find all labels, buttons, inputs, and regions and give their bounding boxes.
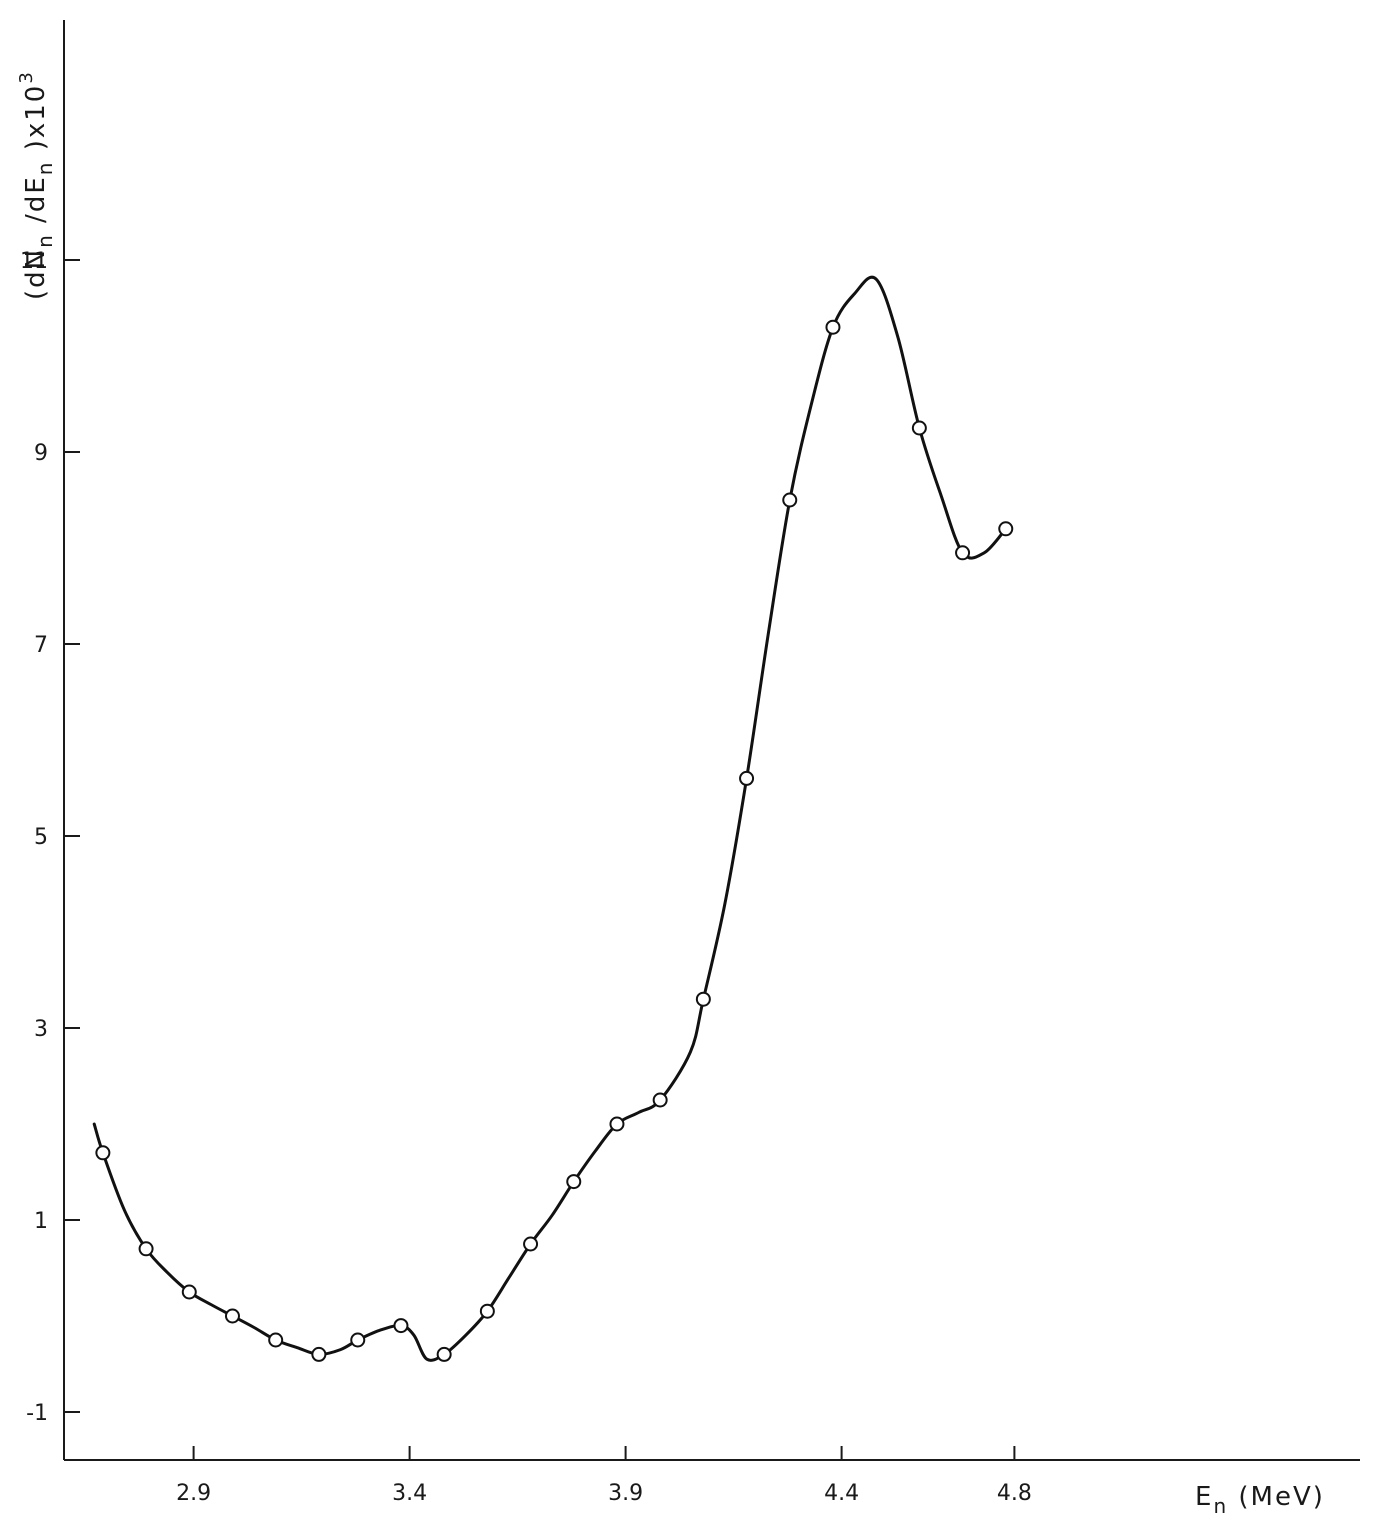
data-point xyxy=(609,1116,625,1132)
data-point xyxy=(955,545,971,561)
y-axis-title-part3: )x10 xyxy=(21,84,51,161)
data-point xyxy=(393,1318,409,1334)
data-point xyxy=(652,1092,668,1108)
data-point xyxy=(782,492,798,508)
y-axis-title-part1: (dN xyxy=(21,248,51,300)
y-ticks: -1 1 3 5 7 9 11 xyxy=(20,249,80,1426)
data-point xyxy=(523,1236,539,1252)
data-point xyxy=(95,1145,111,1161)
y-axis-title-part2: /dE xyxy=(21,175,51,233)
y-tick-label: 3 xyxy=(34,1017,48,1042)
data-point xyxy=(436,1346,452,1362)
x-tick-label: 3.9 xyxy=(608,1481,643,1506)
y-axis-title-sub2: n xyxy=(33,161,57,176)
data-point xyxy=(911,420,927,436)
y-tick-label: 9 xyxy=(34,441,48,466)
data-markers xyxy=(95,319,1014,1362)
data-point xyxy=(268,1332,284,1348)
series-curve xyxy=(92,275,1008,1362)
x-axis-title-main: E xyxy=(1195,1482,1213,1512)
data-point xyxy=(566,1174,582,1190)
x-tick-label: 2.9 xyxy=(176,1481,211,1506)
x-axis-title: En (MeV) xyxy=(1195,1482,1325,1518)
y-axis-title: (dNn /dEn )x103 xyxy=(16,70,57,300)
y-tick-label: 7 xyxy=(34,633,48,658)
x-axis-title-sub: n xyxy=(1213,1494,1228,1518)
y-axis-title-sup: 3 xyxy=(16,70,37,83)
x-tick-label: 4.8 xyxy=(997,1481,1032,1506)
y-axis-title-sub1: n xyxy=(33,233,57,248)
x-tick-label: 4.4 xyxy=(824,1481,859,1506)
data-point xyxy=(825,319,841,335)
y-tick-label: 1 xyxy=(34,1209,48,1234)
data-curves xyxy=(92,275,1008,1362)
y-tick-label: 5 xyxy=(34,825,48,850)
data-point xyxy=(181,1284,197,1300)
y-tick-label: 11 xyxy=(20,249,48,274)
x-ticks: 2.9 3.4 3.9 4.4 4.8 xyxy=(176,1446,1032,1506)
data-point xyxy=(739,770,755,786)
x-tick-label: 3.4 xyxy=(392,1481,427,1506)
y-tick-label: -1 xyxy=(26,1401,48,1426)
data-point xyxy=(138,1241,154,1257)
data-point xyxy=(998,521,1014,537)
axes xyxy=(63,20,1360,1461)
data-point xyxy=(224,1308,240,1324)
x-axis-title-unit: (MeV) xyxy=(1228,1482,1325,1512)
data-point xyxy=(695,991,711,1007)
data-point xyxy=(479,1303,495,1319)
data-point xyxy=(350,1332,366,1348)
data-point xyxy=(311,1346,327,1362)
